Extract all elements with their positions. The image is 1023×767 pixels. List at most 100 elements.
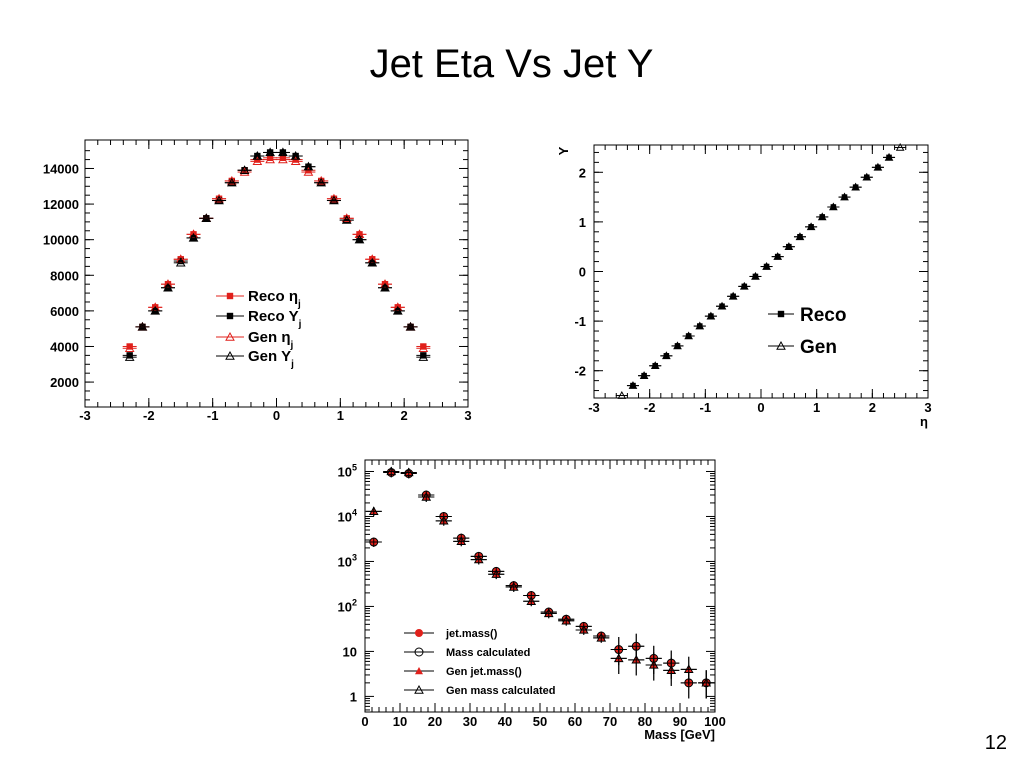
data-point [316, 175, 327, 185]
data-point [695, 321, 705, 330]
y-tick-label: 4000 [50, 339, 79, 354]
data-point [266, 154, 274, 161]
data-point [201, 213, 212, 223]
y-tick-label: -1 [574, 314, 586, 329]
legend-label: jet.mass() [445, 628, 498, 640]
data-point [150, 305, 161, 315]
legend-marker [415, 629, 423, 637]
data-point [717, 301, 727, 310]
data-point [278, 147, 288, 157]
data-point [628, 381, 638, 389]
data-point [214, 193, 224, 203]
data-point [508, 581, 519, 591]
data-point [491, 569, 502, 578]
y-tick-label: 14000 [43, 161, 79, 176]
x-tick-label: 80 [638, 714, 652, 729]
data-point [829, 202, 838, 211]
x-tick-label: 30 [463, 714, 477, 729]
data-point [124, 343, 135, 352]
x-tick-label: 3 [924, 400, 931, 415]
data-point [265, 154, 275, 164]
y-tick-label: 8000 [50, 268, 79, 283]
data-point [438, 515, 449, 525]
x-tick-label: 3 [464, 408, 471, 423]
data-point [650, 361, 660, 370]
series-0 [365, 468, 715, 699]
y-tick-label: 2000 [50, 375, 79, 390]
data-point [329, 195, 339, 205]
x-tick-label: -2 [143, 408, 155, 423]
data-point [239, 167, 250, 176]
data-point [126, 343, 133, 350]
x-tick-label: 1 [337, 408, 344, 423]
legend-label: Reco [800, 305, 846, 326]
data-point [354, 229, 365, 239]
series-1 [365, 467, 715, 699]
data-point [405, 321, 416, 331]
data-point [543, 608, 554, 618]
y-tick-label: 10 [343, 644, 357, 659]
legend-label: Gen ηj [248, 329, 294, 351]
x-tick-label: 0 [757, 400, 764, 415]
y-tick-label: 12000 [43, 197, 79, 212]
legend-marker [225, 350, 235, 360]
data-point [137, 321, 148, 331]
y-tick-label: 1 [579, 215, 586, 230]
legend-label: Gen mass calculated [446, 685, 555, 697]
data-point [561, 615, 572, 625]
data-point [639, 371, 649, 379]
data-point [526, 596, 537, 606]
legend-marker [226, 312, 234, 320]
x-tick-label: 2 [869, 400, 876, 415]
legend-label: Mass calculated [446, 647, 530, 659]
data-point [662, 351, 671, 360]
data-point [673, 341, 682, 350]
data-point [367, 257, 378, 267]
data-point [851, 182, 860, 191]
data-point [456, 536, 467, 546]
x-tick-label: 90 [673, 714, 687, 729]
y-axis-label: Y [556, 146, 571, 155]
data-point [278, 154, 288, 164]
data-point [290, 156, 301, 166]
data-point [252, 156, 263, 166]
data-point [303, 161, 314, 171]
data-point [316, 177, 327, 187]
data-point [617, 390, 627, 399]
data-point [380, 282, 390, 292]
data-point [706, 311, 716, 320]
data-point [578, 624, 589, 634]
x-tick-label: -3 [79, 408, 91, 423]
data-point [303, 167, 314, 176]
data-point [386, 466, 397, 476]
y-tick-label: 105 [338, 462, 357, 479]
x-tick-label: -3 [588, 400, 600, 415]
data-point [701, 677, 712, 687]
data-point [795, 232, 805, 241]
data-point [895, 142, 905, 151]
y-tick-label: 0 [579, 265, 586, 280]
data-point [884, 152, 894, 161]
x-axis-label: Mass [GeV] [644, 727, 715, 742]
data-point [341, 215, 352, 224]
x-tick-label: 10 [393, 714, 407, 729]
data-point [403, 467, 414, 477]
data-point [329, 193, 339, 203]
data-point [596, 632, 607, 642]
data-point [290, 150, 301, 160]
data-point [648, 659, 659, 669]
y-tick-label: 103 [338, 552, 357, 569]
data-point [806, 222, 816, 231]
x-tick-label: 0 [361, 714, 368, 729]
data-point [279, 154, 287, 161]
data-point [762, 262, 771, 270]
data-point [163, 282, 173, 292]
data-point [862, 172, 872, 181]
data-point [226, 175, 237, 185]
data-point [420, 352, 427, 359]
data-point [226, 177, 237, 187]
series-1 [615, 142, 907, 399]
series-2 [365, 467, 715, 699]
series-3 [365, 466, 715, 699]
